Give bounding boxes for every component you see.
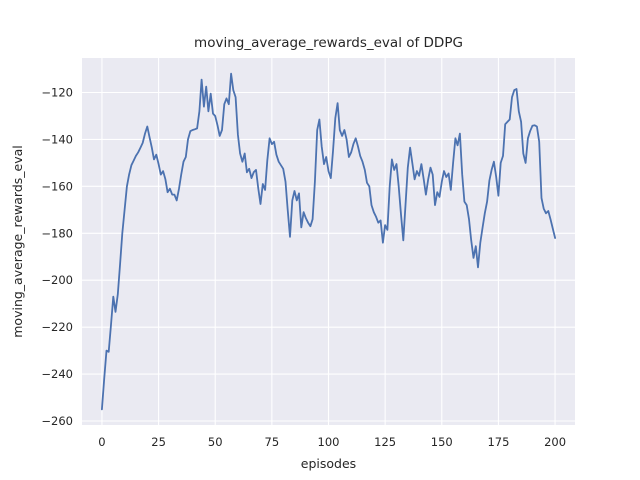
x-tick-label: 75: [265, 435, 280, 449]
y-axis-label: moving_average_rewards_eval: [10, 145, 25, 338]
y-tick-label: −220: [41, 320, 73, 334]
y-tick-label: −180: [41, 226, 73, 240]
y-tick-label: −140: [41, 132, 73, 146]
x-tick-label: 175: [487, 435, 509, 449]
chart-title: moving_average_rewards_eval of DDPG: [194, 35, 463, 51]
x-axis-label: episodes: [301, 456, 356, 471]
x-tick-label: 100: [318, 435, 340, 449]
x-tick-labels: 0 25 50 75 100 125 150 175 200: [98, 435, 566, 449]
x-tick-label: 125: [374, 435, 396, 449]
y-tick-label: −160: [41, 179, 73, 193]
y-tick-label: −240: [41, 367, 73, 381]
y-tick-label: −260: [41, 414, 73, 428]
x-tick-label: 200: [544, 435, 566, 449]
y-tick-labels: −120 −140 −160 −180 −200 −220 −240 −260: [41, 85, 73, 428]
line-series: [101, 72, 556, 411]
x-tick-label: 50: [208, 435, 223, 449]
y-tick-label: −200: [41, 273, 73, 287]
x-tick-label: 0: [98, 435, 105, 449]
x-tick-label: 25: [151, 435, 166, 449]
x-tick-label: 150: [431, 435, 453, 449]
reward-line: [101, 72, 556, 411]
y-tick-label: −120: [41, 85, 73, 99]
